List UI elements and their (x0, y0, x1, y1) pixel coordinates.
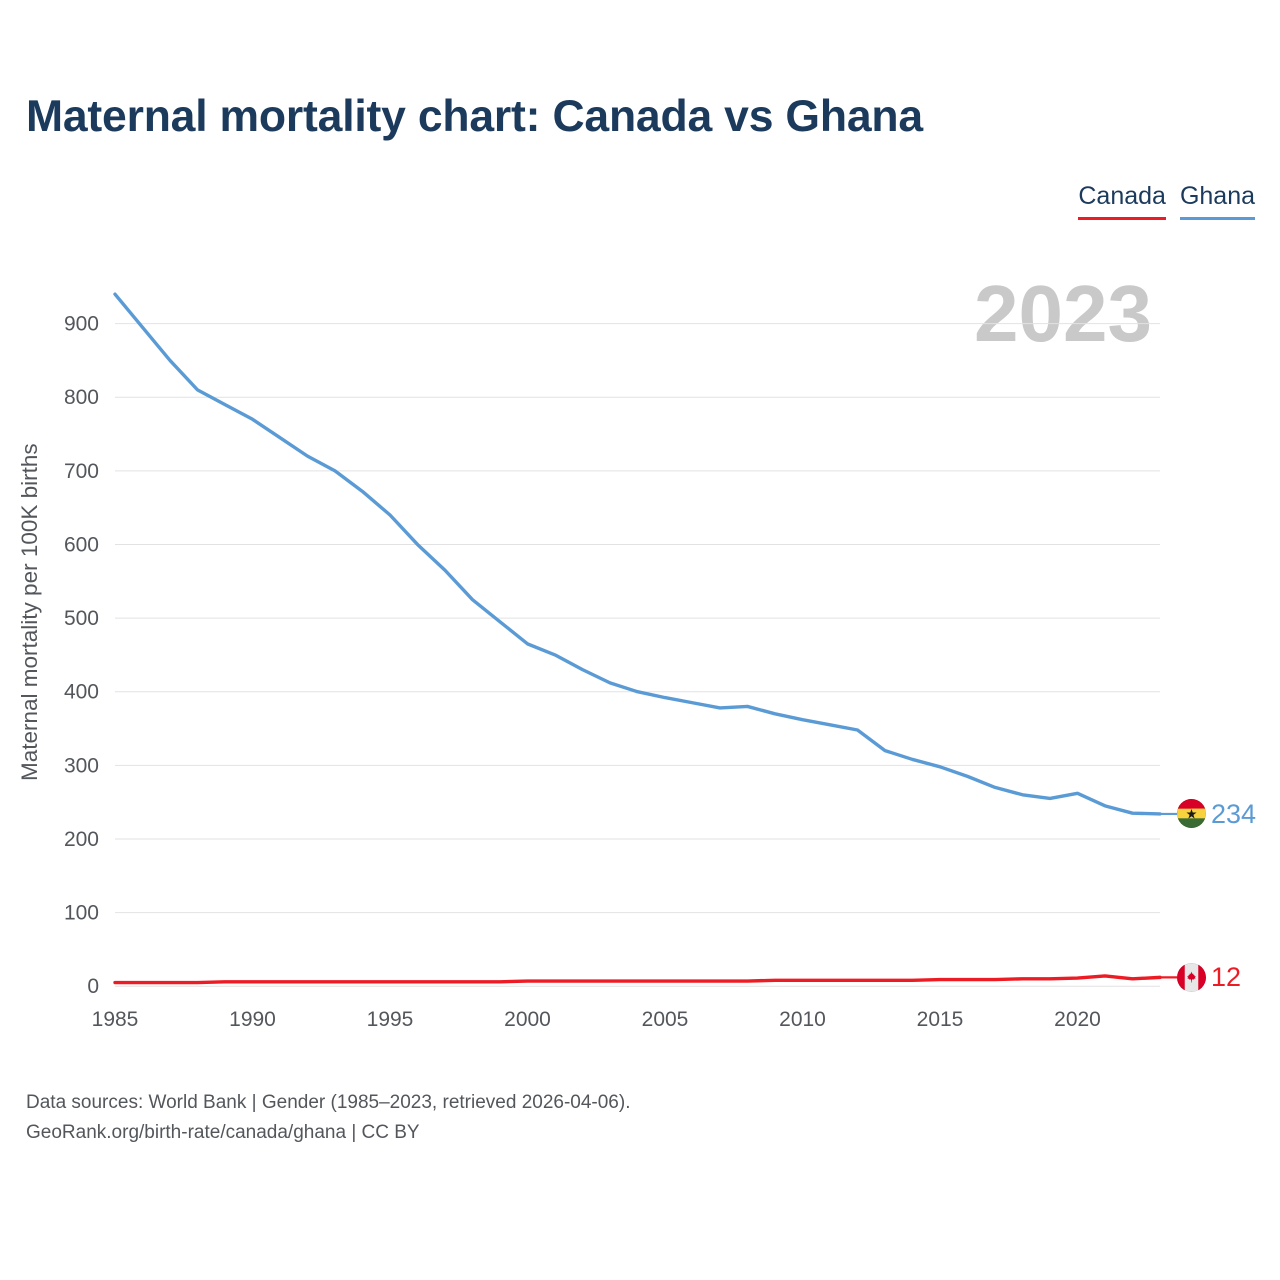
svg-text:2010: 2010 (779, 1008, 826, 1031)
svg-text:2000: 2000 (504, 1008, 551, 1031)
svg-text:2005: 2005 (642, 1008, 689, 1031)
svg-text:500: 500 (64, 607, 99, 630)
svg-text:100: 100 (64, 902, 99, 925)
svg-text:600: 600 (64, 533, 99, 556)
svg-text:700: 700 (64, 460, 99, 483)
svg-text:1990: 1990 (229, 1008, 276, 1031)
svg-text:300: 300 (64, 754, 99, 777)
svg-text:2020: 2020 (1054, 1008, 1101, 1031)
svg-text:400: 400 (64, 681, 99, 704)
svg-text:1985: 1985 (92, 1008, 139, 1031)
svg-text:2015: 2015 (917, 1008, 964, 1031)
svg-text:800: 800 (64, 386, 99, 409)
svg-text:1995: 1995 (367, 1008, 414, 1031)
svg-text:0: 0 (87, 975, 99, 998)
svg-text:200: 200 (64, 828, 99, 851)
svg-text:900: 900 (64, 313, 99, 336)
